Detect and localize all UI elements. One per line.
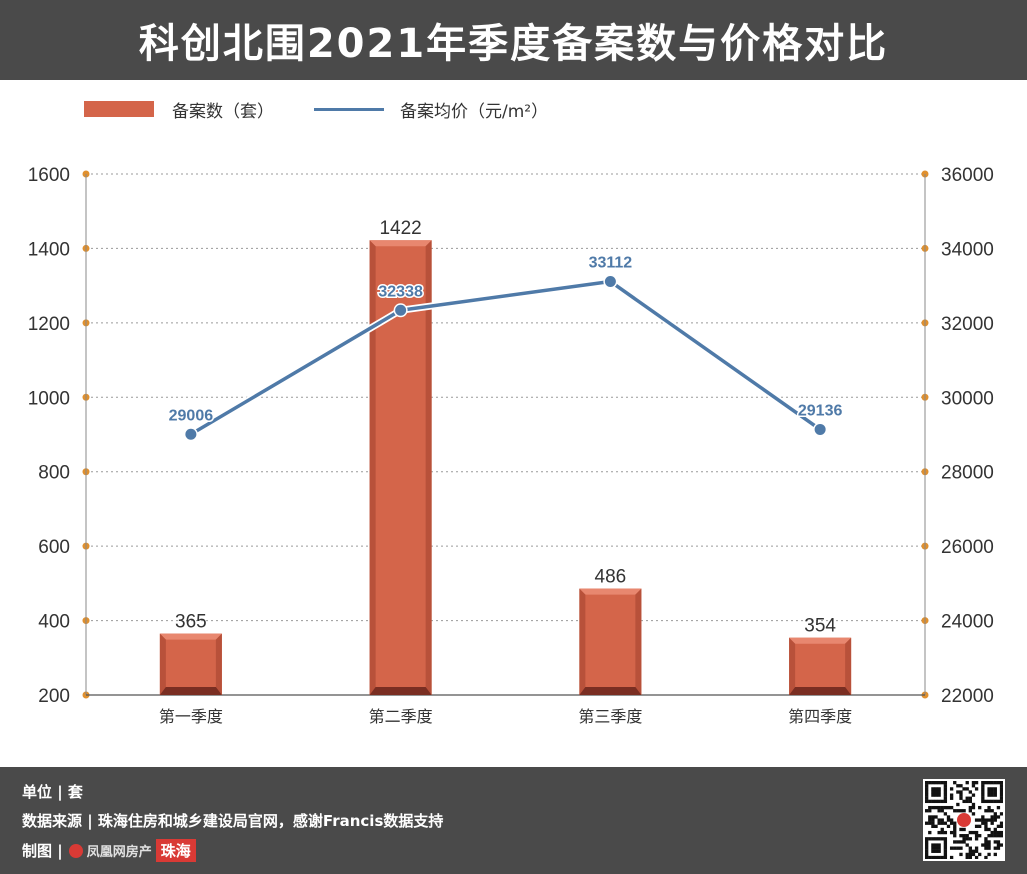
bar-value-label: 354: [804, 616, 836, 637]
footer-source: 数据来源 | 珠海住房和城乡建设局官网，感谢Francis数据支持: [22, 812, 444, 830]
right-tick-label: 32000: [941, 314, 994, 335]
category-label: 第三季度: [578, 707, 642, 726]
price-value-label: 32338: [378, 283, 423, 300]
bar-bevel-top: [159, 633, 222, 640]
bar-bevel-right: [215, 633, 222, 695]
bar-bevel-left: [789, 637, 796, 695]
bar-bevel-right: [845, 637, 852, 695]
right-tick-label: 36000: [941, 165, 994, 186]
price-point: [185, 428, 197, 440]
bar-bevel-bottom: [789, 687, 852, 695]
qr-logo-icon: [957, 813, 971, 827]
price-value-label: 29136: [798, 402, 843, 419]
phoenix-icon: [68, 843, 83, 858]
price-line: [189, 279, 822, 436]
left-tick-label: 1200: [28, 314, 70, 335]
price-value-label: 29006: [169, 407, 214, 424]
price-line-halo: [189, 277, 823, 438]
bar: [789, 637, 852, 695]
category-label: 第一季度: [159, 707, 223, 726]
footer-unit: 单位 | 套: [22, 783, 83, 801]
bar-value-label: 1422: [379, 218, 421, 239]
category-label: 第四季度: [788, 707, 852, 726]
left-tick-label: 1600: [28, 165, 70, 186]
price-value-label: 33112: [589, 254, 633, 271]
footer: 单位 | 套 数据来源 | 珠海住房和城乡建设局官网，感谢Francis数据支持…: [0, 767, 1027, 874]
legend-line-label: 备案均价（元/m²）: [400, 101, 549, 122]
bar-bevel-top: [369, 240, 432, 247]
legend-bar-label: 备案数（套）: [172, 101, 274, 122]
price-point: [395, 304, 407, 316]
right-tick-label: 26000: [941, 537, 994, 558]
bar-bevel-top: [789, 637, 852, 644]
left-tick-label: 1400: [28, 239, 70, 260]
bar-bevel-left: [579, 588, 586, 695]
right-tick-label: 30000: [941, 388, 994, 409]
chart-area: 200 400 600 800 1000 1200 1400 1600 22000 24000 26…: [0, 140, 1027, 740]
combo-chart: 200 400 600 800 1000 1200 1400 1600 22000 24000 26…: [28, 165, 994, 726]
bar-bevel-bottom: [369, 687, 432, 695]
footer-made-by: 制图 |: [22, 842, 63, 860]
bar: [579, 588, 642, 695]
bar-bevel-right: [425, 240, 432, 695]
legend-line-swatch: [314, 107, 384, 111]
right-tick-label: 24000: [941, 612, 994, 633]
right-tick-label: 22000: [941, 686, 994, 707]
left-tick-label: 1000: [28, 388, 70, 409]
chart-title: 科创北围2021年季度备案数与价格对比: [138, 21, 889, 67]
title-bar: 科创北围2021年季度备案数与价格对比: [0, 0, 1027, 80]
brand-city: 珠海: [155, 839, 196, 862]
left-tick-label: 800: [38, 463, 70, 484]
legend: 备案数（套） 备案均价（元/m²）: [84, 96, 548, 122]
category-label: 第二季度: [369, 707, 433, 726]
price-point: [814, 423, 826, 435]
bar: [159, 633, 222, 695]
left-tick-label: 600: [38, 537, 70, 558]
price-point: [604, 275, 616, 287]
right-tick-label: 34000: [941, 239, 994, 260]
right-tick-label: 28000: [941, 463, 994, 484]
bar-bevel-bottom: [579, 687, 642, 695]
bar-bevel-left: [369, 240, 376, 695]
footer-made-by-row: 制图 | 凤凰网房产 珠海: [22, 839, 196, 862]
legend-bar-swatch: [84, 101, 154, 117]
left-tick-label: 200: [38, 686, 70, 707]
brand-name: 凤凰网房产: [86, 845, 152, 860]
left-tick-label: 400: [38, 612, 70, 633]
bar-bevel-bottom: [159, 687, 222, 695]
bar-bevel-left: [159, 633, 166, 695]
brand-logo: 凤凰网房产 珠海: [68, 839, 196, 862]
bar-bevel-top: [579, 588, 642, 595]
bar-value-label: 365: [175, 612, 207, 633]
qr-code-icon: [925, 781, 1004, 860]
qr-code[interactable]: [923, 779, 1005, 861]
bar-bevel-right: [635, 588, 642, 695]
bar-value-label: 486: [595, 567, 627, 588]
